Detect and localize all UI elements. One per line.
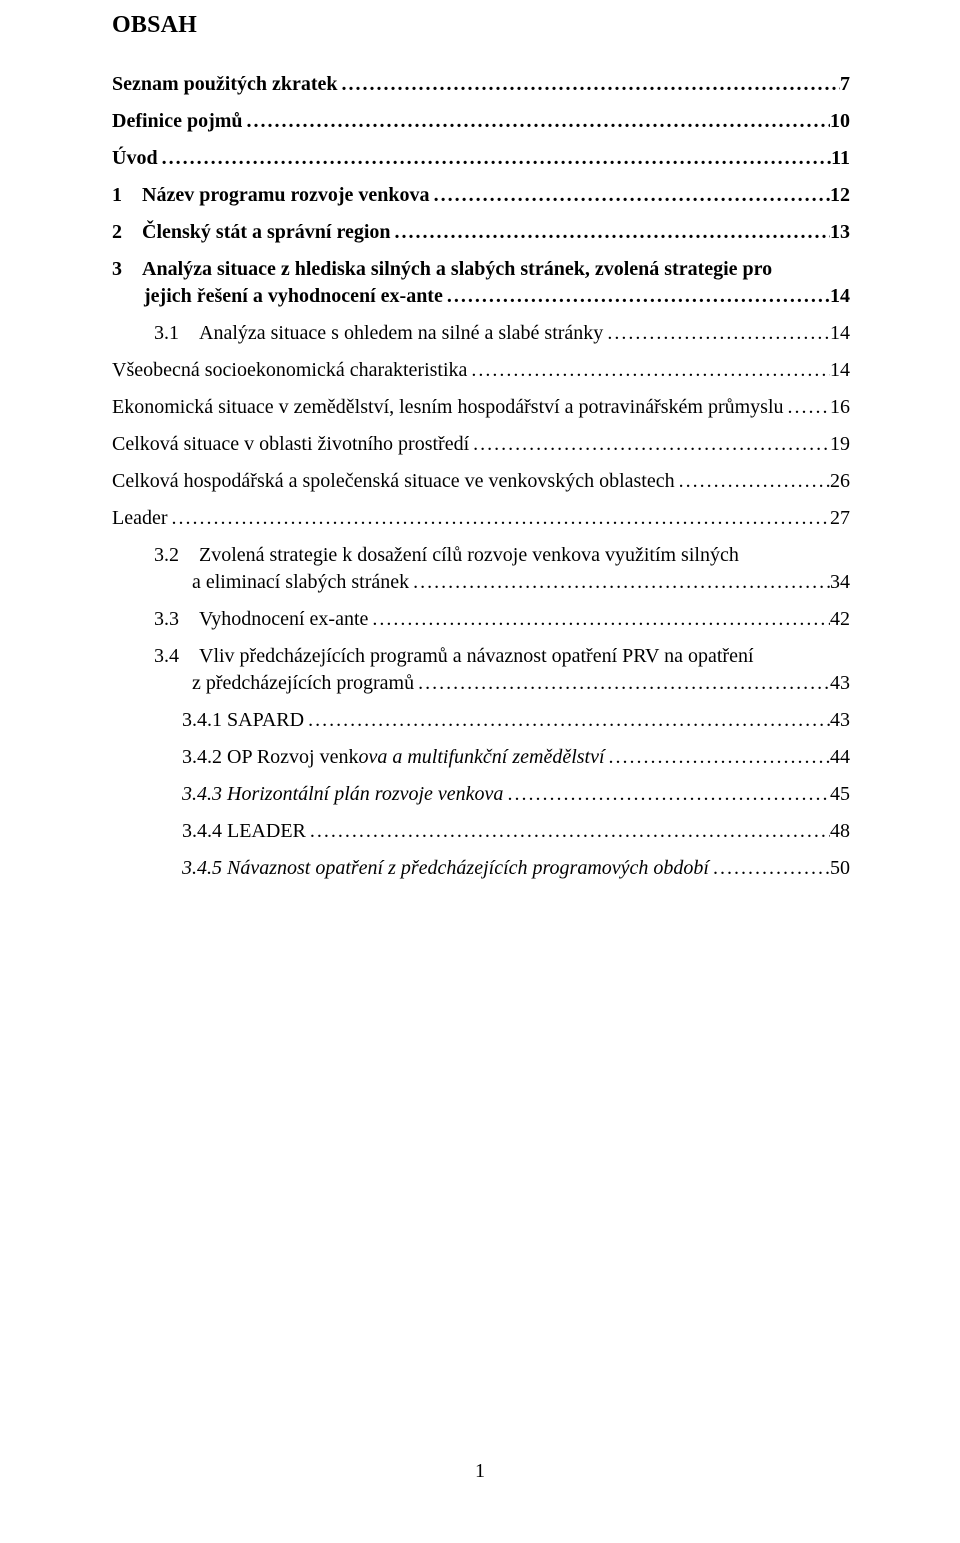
toc-entry: 3.4.1 SAPARD 43 (182, 707, 850, 734)
toc-page: 14 (830, 283, 850, 310)
toc-entry: 2 Členský stát a správní region 13 (112, 219, 850, 246)
toc-label-italic: ova a multifunkční zemědělství (358, 746, 604, 768)
toc-page: 50 (830, 855, 850, 882)
toc-label-line1: Vliv předcházejících programů a návaznos… (199, 643, 850, 670)
toc-page: 44 (830, 744, 850, 771)
toc-entry: 3.3 Vyhodnocení ex-ante 42 (154, 606, 850, 633)
toc-leader (368, 606, 830, 633)
toc-entry: Úvod 11 (112, 145, 850, 172)
toc-label-line2: z předcházejících programů (192, 670, 414, 697)
toc-entry-multiline: 3 Analýza situace z hlediska silných a s… (112, 256, 850, 310)
toc-label: Leader (112, 505, 168, 532)
toc-leader (467, 357, 830, 384)
toc-entry-multiline: 3.4 Vliv předcházejících programů a náva… (154, 643, 850, 697)
toc-entry: 3.4.3 Horizontální plán rozvoje venkova … (182, 781, 850, 808)
toc-entry: Celková situace v oblasti životního pros… (112, 431, 850, 458)
toc-page: 26 (830, 468, 850, 495)
toc-entry: Seznam použitých zkratek 7 (112, 71, 850, 98)
toc-page: 14 (830, 320, 850, 347)
toc-leader (158, 145, 832, 172)
toc-entry: Všeobecná socioekonomická charakteristik… (112, 357, 850, 384)
toc-label: 3.4.4 LEADER (182, 818, 306, 845)
toc-page: 7 (840, 71, 850, 98)
toc-page: 13 (830, 219, 850, 246)
toc-leader (430, 182, 830, 209)
toc-label-plain: 3.4.2 OP Rozvoj venk (182, 746, 358, 768)
toc-page: 43 (830, 707, 850, 734)
toc-leader (784, 394, 830, 421)
toc-leader (503, 781, 830, 808)
toc-leader (306, 818, 830, 845)
toc-page: 45 (830, 781, 850, 808)
toc-label: Definice pojmů (112, 108, 243, 135)
toc-label: Celková hospodářská a společenská situac… (112, 468, 675, 495)
toc-label: Celková situace v oblasti životního pros… (112, 431, 469, 458)
toc-page: 34 (830, 569, 850, 596)
toc-leader (443, 283, 830, 310)
toc-page: 48 (830, 818, 850, 845)
toc-number: 3.2 (154, 542, 199, 569)
toc-entry: Celková hospodářská a společenská situac… (112, 468, 850, 495)
toc-label: 2 Členský stát a správní region (112, 219, 391, 246)
page: OBSAH Seznam použitých zkratek 7 Definic… (0, 0, 960, 1543)
toc-label: 3.4.2 OP Rozvoj venkova a multifunkční z… (182, 744, 605, 771)
toc-page: 19 (830, 431, 850, 458)
toc-label-line2: jejich řešení a vyhodnocení ex-ante (144, 283, 443, 310)
toc-label: 3.4.3 Horizontální plán rozvoje venkova (182, 781, 503, 808)
toc-page: 11 (831, 145, 850, 172)
toc-entry: Definice pojmů 10 (112, 108, 850, 135)
toc-leader (469, 431, 830, 458)
toc-number: 3 (112, 256, 142, 283)
toc-leader (414, 670, 830, 697)
toc-leader (243, 108, 830, 135)
toc-entry: 3.1 Analýza situace s ohledem na silné a… (154, 320, 850, 347)
toc-number: 3.4 (154, 643, 199, 670)
toc-label: Seznam použitých zkratek (112, 71, 338, 98)
toc-label: 3.1 Analýza situace s ohledem na silné a… (154, 320, 603, 347)
toc-entry: Ekonomická situace v zemědělství, lesním… (112, 394, 850, 421)
toc-label: 1 Název programu rozvoje venkova (112, 182, 430, 209)
toc-leader (391, 219, 830, 246)
toc-leader (304, 707, 830, 734)
toc-page: 43 (830, 670, 850, 697)
toc-page: 42 (830, 606, 850, 633)
toc-label: Ekonomická situace v zemědělství, lesním… (112, 394, 784, 421)
toc-page: 14 (830, 357, 850, 384)
toc-label: Všeobecná socioekonomická charakteristik… (112, 357, 467, 384)
toc-leader (709, 855, 830, 882)
footer-page-number: 1 (0, 1460, 960, 1483)
toc-page: 10 (830, 108, 850, 135)
toc-leader (338, 71, 840, 98)
toc-entry: 3.4.2 OP Rozvoj venkova a multifunkční z… (182, 744, 850, 771)
toc-label: 3.4.5 Návaznost opatření z předcházející… (182, 855, 709, 882)
toc-label-line1: Analýza situace z hlediska silných a sla… (142, 256, 850, 283)
page-title: OBSAH (112, 12, 850, 39)
toc-leader (605, 744, 830, 771)
toc-leader (409, 569, 830, 596)
toc-label: Úvod (112, 145, 158, 172)
toc-entry-multiline: 3.2 Zvolená strategie k dosažení cílů ro… (154, 542, 850, 596)
toc-entry: 3.4.5 Návaznost opatření z předcházející… (182, 855, 850, 882)
toc-page: 27 (830, 505, 850, 532)
toc-label-line2: a eliminací slabých stránek (192, 569, 409, 596)
toc-label: 3.4.1 SAPARD (182, 707, 304, 734)
toc-page: 16 (830, 394, 850, 421)
toc-leader (168, 505, 830, 532)
toc-label-line1: Zvolená strategie k dosažení cílů rozvoj… (199, 542, 850, 569)
toc-leader (675, 468, 830, 495)
toc-label: 3.3 Vyhodnocení ex-ante (154, 606, 368, 633)
toc-leader (603, 320, 830, 347)
toc-entry: Leader 27 (112, 505, 850, 532)
toc-page: 12 (830, 182, 850, 209)
toc-entry: 1 Název programu rozvoje venkova 12 (112, 182, 850, 209)
toc-entry: 3.4.4 LEADER 48 (182, 818, 850, 845)
